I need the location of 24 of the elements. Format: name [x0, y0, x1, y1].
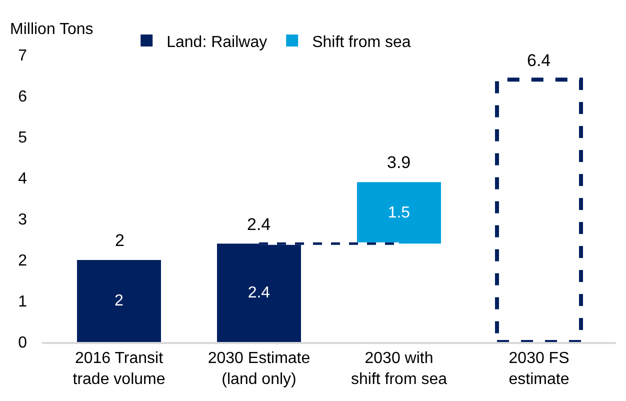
legend-label: Land: Railway — [166, 34, 268, 51]
y-tick-label: 3 — [18, 212, 28, 229]
annotation: 2 — [115, 231, 124, 250]
data-label: 1.5 — [388, 204, 410, 222]
annotation: 6.4 — [527, 51, 551, 70]
x-tick-label: 2030 with shift from sea — [350, 350, 448, 388]
data-label: 2 — [114, 292, 124, 310]
annotation: 2.4 — [247, 215, 271, 234]
data-label: 2.4 — [248, 284, 270, 302]
x-tick-label: 2030 Estimate (land only) — [208, 350, 310, 388]
y-tick-label: 6 — [18, 88, 28, 106]
y-tick-label: 2 — [18, 252, 28, 270]
y-tick-label: 1 — [18, 294, 28, 311]
bar — [77, 260, 161, 342]
y-tick-label: 5 — [18, 130, 28, 147]
y-tick-label: 4 — [18, 170, 28, 188]
bar — [357, 182, 441, 244]
annotation: 3.9 — [387, 153, 411, 172]
y-axis-title: Million Tons — [10, 21, 94, 38]
y-tick-label: 7 — [18, 48, 28, 65]
y-tick-label: 0 — [18, 334, 28, 352]
legend-label: Shift from sea — [312, 34, 411, 51]
x-tick-label: 2030 FS estimate — [508, 350, 570, 388]
x-tick-label: 2016 Transit trade volume — [72, 350, 166, 388]
